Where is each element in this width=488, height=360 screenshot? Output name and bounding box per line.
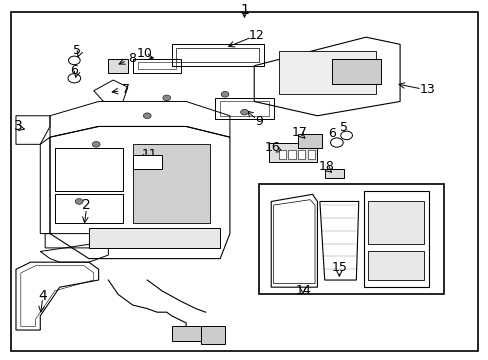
Bar — [171, 327, 201, 341]
Text: 18: 18 — [318, 160, 333, 173]
Bar — [259, 184, 443, 294]
Text: 14: 14 — [295, 284, 311, 297]
Bar — [307, 150, 314, 159]
Text: 17: 17 — [291, 126, 307, 139]
Bar — [297, 150, 305, 159]
Text: 6: 6 — [70, 64, 78, 77]
Bar — [55, 194, 122, 223]
Circle shape — [221, 91, 228, 97]
Bar — [108, 59, 127, 73]
Bar — [201, 327, 224, 344]
Text: 4: 4 — [38, 289, 47, 303]
Circle shape — [75, 199, 83, 204]
Bar — [278, 51, 375, 94]
Text: 11: 11 — [141, 148, 157, 161]
Text: 5: 5 — [340, 121, 347, 134]
Circle shape — [92, 141, 100, 147]
Bar — [55, 148, 122, 191]
Circle shape — [143, 113, 151, 118]
Text: 10: 10 — [137, 48, 152, 60]
Text: 15: 15 — [331, 261, 346, 274]
Text: 16: 16 — [264, 141, 280, 154]
Bar — [324, 169, 344, 178]
Bar — [297, 134, 322, 148]
Text: 6: 6 — [328, 127, 336, 140]
Bar — [331, 59, 380, 84]
Bar — [368, 252, 424, 280]
Text: 13: 13 — [419, 83, 434, 96]
Circle shape — [163, 95, 170, 101]
Polygon shape — [132, 144, 210, 223]
Text: 3: 3 — [14, 120, 23, 134]
Text: 12: 12 — [248, 28, 264, 41]
Bar — [89, 228, 220, 248]
Bar — [368, 202, 424, 244]
Text: 9: 9 — [255, 115, 263, 128]
Bar — [278, 150, 285, 159]
Bar — [268, 143, 317, 162]
Text: 8: 8 — [127, 52, 135, 65]
Text: 2: 2 — [82, 198, 91, 212]
Bar — [287, 150, 295, 159]
Text: 5: 5 — [73, 44, 81, 57]
Bar — [132, 155, 162, 169]
Text: 1: 1 — [240, 3, 248, 17]
Text: 7: 7 — [122, 83, 130, 96]
Circle shape — [240, 109, 248, 115]
